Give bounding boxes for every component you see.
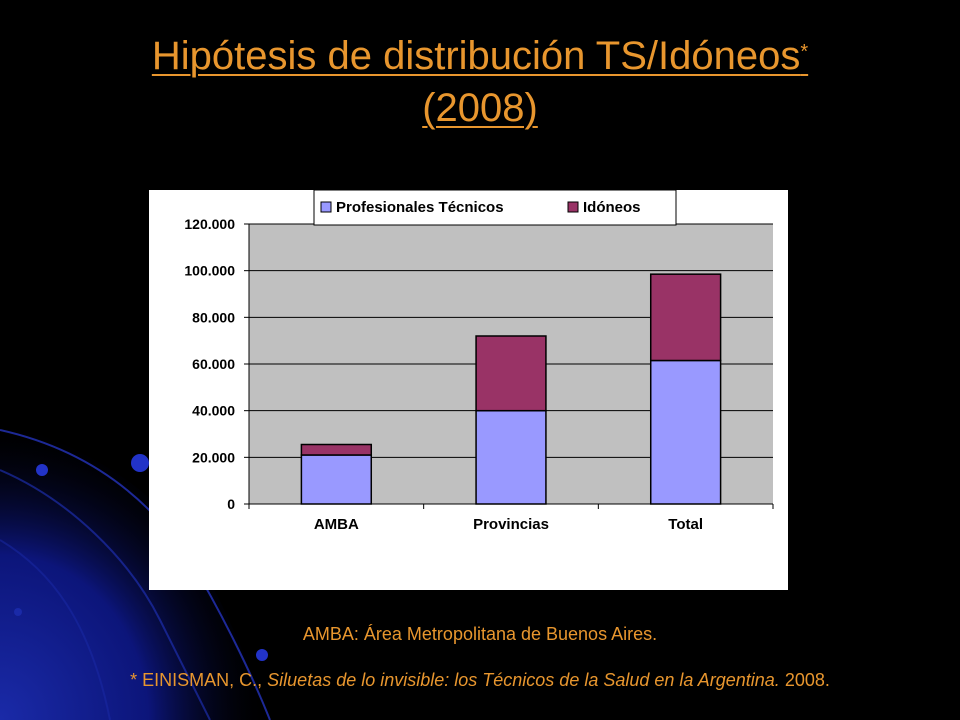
y-tick-label: 60.000	[192, 356, 235, 372]
bars	[300, 273, 722, 505]
bar-segment-profesionales	[300, 454, 373, 505]
background-swoosh	[0, 469, 211, 720]
bar-segment-idoneos	[475, 335, 547, 412]
stacked-bar-chart: 020.00040.00060.00080.000100.000120.000 …	[184, 190, 774, 533]
legend-box	[313, 190, 677, 226]
bar-segment-profesionales	[649, 359, 722, 505]
y-tick-label: 0	[227, 496, 235, 512]
title-text: Hipótesis de distribución TS/Idóneos	[151, 34, 801, 78]
slide-title: Hipótesis de distribución TS/Idóneos* (2…	[0, 30, 960, 134]
legend: Profesionales Técnicos Idóneos	[313, 190, 677, 226]
y-tick-label: 20.000	[192, 449, 235, 465]
amba-footnote: AMBA: Área Metropolitana de Buenos Aires…	[302, 624, 658, 644]
y-axis: 0 20.000 40.000 60.000 80.000 100.000 120.000	[184, 216, 249, 512]
legend-swatch-idoneos	[567, 201, 579, 213]
chart-panel: 0 20.000 40.000 60.000 80.000 100.000 120.000 …	[149, 190, 788, 590]
legend-label-idoneos: Idóneos	[583, 199, 641, 216]
reference-title: Siluetas de lo invisible: los Técnicos d…	[267, 670, 780, 690]
background-dot	[256, 649, 268, 661]
reference-prefix: * EINISMAN, C.,	[130, 670, 268, 690]
reference-year: 2008.	[779, 670, 830, 690]
legend-label-profesionales: Profesionales Técnicos	[336, 199, 504, 216]
background-swoosh	[0, 539, 111, 720]
bar-segment-idoneos	[649, 273, 722, 362]
x-tick-label: Total	[668, 516, 703, 533]
x-tick-label: Provincias	[473, 516, 549, 533]
title-line-1: Hipótesis de distribución TS/Idóneos*	[152, 34, 808, 78]
reference-citation: * EINISMAN, C., Siluetas de lo invisible…	[0, 670, 960, 691]
legend-swatch-profesionales	[320, 201, 332, 213]
y-tick-label: 100.000	[184, 263, 235, 279]
background-dot	[131, 454, 149, 472]
title-asterisk: *	[800, 41, 809, 63]
background-dot	[14, 608, 22, 616]
y-tick-label: 80.000	[192, 309, 235, 325]
x-tick-label: AMBA	[314, 516, 359, 533]
bar-segment-idoneos	[300, 443, 373, 456]
background-dot	[36, 464, 48, 476]
y-tick-label: 40.000	[192, 403, 235, 419]
y-tick-label: 120.000	[184, 216, 235, 232]
bar-segment-profesionales	[475, 409, 547, 505]
title-line-2: (2008)	[422, 86, 538, 130]
background-glow	[0, 420, 270, 720]
x-axis: AMBA Provincias Total	[248, 504, 774, 533]
